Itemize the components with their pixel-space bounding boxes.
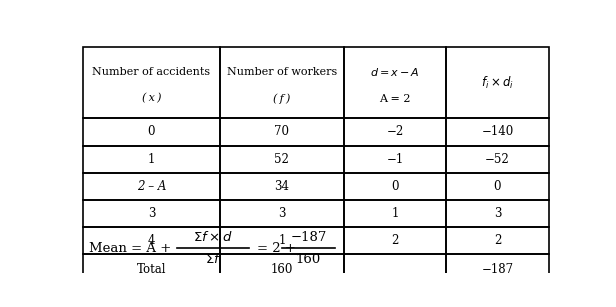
Bar xyxy=(83,254,220,284)
Text: 34: 34 xyxy=(274,180,290,193)
Bar xyxy=(344,254,446,284)
Bar xyxy=(220,254,344,284)
Bar xyxy=(220,227,344,254)
Bar xyxy=(83,200,220,227)
Bar xyxy=(344,173,446,200)
Text: 1: 1 xyxy=(391,207,399,220)
Bar xyxy=(220,48,344,119)
Text: 3: 3 xyxy=(148,207,155,220)
Text: −1: −1 xyxy=(386,153,403,166)
Bar xyxy=(220,200,344,227)
Text: ( x ): ( x ) xyxy=(142,93,161,104)
Text: Number of accidents: Number of accidents xyxy=(92,67,211,77)
Bar xyxy=(446,173,549,200)
Bar xyxy=(344,200,446,227)
Text: 70: 70 xyxy=(274,126,290,138)
Text: $d = x - A$: $d = x - A$ xyxy=(370,66,420,78)
Text: 160: 160 xyxy=(270,262,293,276)
Text: $\Sigma f$: $\Sigma f$ xyxy=(205,252,221,266)
Bar xyxy=(446,254,549,284)
Text: −187: −187 xyxy=(481,262,514,276)
Text: 160: 160 xyxy=(296,253,321,266)
Bar xyxy=(220,173,344,200)
Bar xyxy=(220,119,344,146)
Text: 4: 4 xyxy=(148,234,155,247)
Text: 2 – A: 2 – A xyxy=(137,180,166,193)
Text: ( f ): ( f ) xyxy=(274,93,291,104)
Bar xyxy=(344,48,446,119)
Text: 3: 3 xyxy=(493,207,501,220)
Text: Mean = A +: Mean = A + xyxy=(89,242,171,255)
Bar xyxy=(446,119,549,146)
Bar xyxy=(446,48,549,119)
Text: −140: −140 xyxy=(481,126,514,138)
Text: 3: 3 xyxy=(278,207,286,220)
Text: 2: 2 xyxy=(391,234,399,247)
Text: Number of workers: Number of workers xyxy=(227,67,337,77)
Bar xyxy=(446,146,549,173)
Text: −2: −2 xyxy=(386,126,403,138)
Bar xyxy=(220,146,344,173)
Bar xyxy=(83,48,220,119)
Text: 1: 1 xyxy=(278,234,286,247)
Text: $f_i \times d_i$: $f_i \times d_i$ xyxy=(481,75,514,91)
Text: −52: −52 xyxy=(485,153,510,166)
Text: −187: −187 xyxy=(290,231,326,244)
Text: 0: 0 xyxy=(493,180,501,193)
Bar xyxy=(83,119,220,146)
Bar xyxy=(83,146,220,173)
Bar xyxy=(446,200,549,227)
Bar xyxy=(83,227,220,254)
Bar xyxy=(446,227,549,254)
Text: 2: 2 xyxy=(494,234,501,247)
Text: = 2 +: = 2 + xyxy=(257,242,296,255)
Text: Total: Total xyxy=(137,262,166,276)
Text: A = 2: A = 2 xyxy=(379,94,411,103)
Text: $\Sigma f \times d$: $\Sigma f \times d$ xyxy=(193,230,233,244)
Bar xyxy=(83,173,220,200)
Bar xyxy=(344,119,446,146)
Text: 0: 0 xyxy=(148,126,155,138)
Text: 0: 0 xyxy=(391,180,399,193)
Text: 1: 1 xyxy=(148,153,155,166)
Bar xyxy=(344,227,446,254)
Bar xyxy=(344,146,446,173)
Text: 52: 52 xyxy=(275,153,290,166)
